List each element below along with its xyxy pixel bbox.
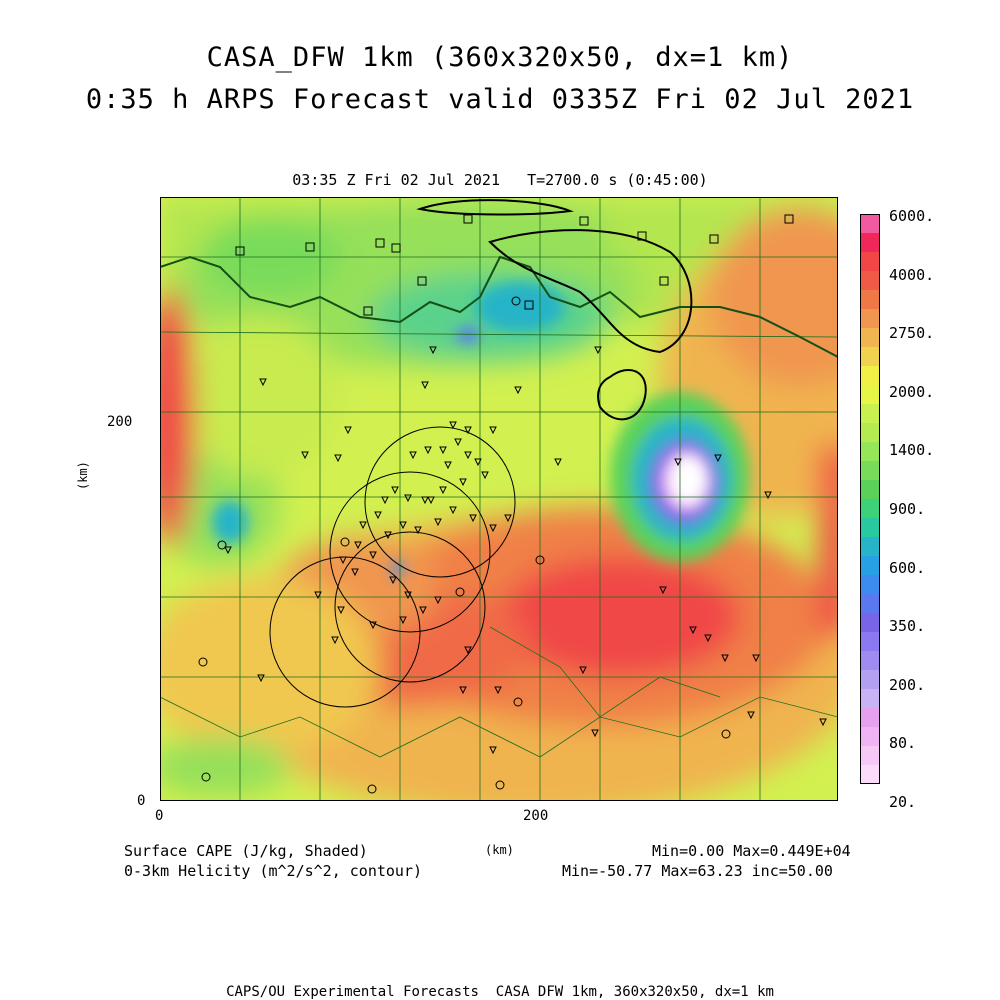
y-axis-label: (km) [76,461,90,490]
colorbar-cell [860,271,880,291]
colorbar-cell [860,670,880,690]
colorbar-cell [860,575,880,595]
colorbar-cell [860,480,880,500]
y-tick-0: 0 [137,793,146,809]
colorbar-label: 20. [889,793,917,811]
colorbar-cell [860,632,880,652]
colorbar-cell [860,385,880,405]
x-tick-200: 200 [523,808,549,824]
colorbar-label: 350. [889,617,926,636]
y-tick-200: 200 [107,414,133,430]
cape-map-plot [160,197,838,801]
valid-time-subtitle: 03:35 Z Fri 02 Jul 2021 T=2700.0 s (0:45… [292,171,708,189]
x-tick-0: 0 [155,808,164,824]
colorbar-label: 200. [889,675,926,694]
colorbar-cell [860,347,880,367]
colorbar-cell [860,423,880,443]
colorbar-cell [860,765,880,784]
colorbar-cell [860,404,880,424]
cape-colorbar [860,214,880,784]
colorbar-cell [860,651,880,671]
colorbar-cell [860,518,880,538]
shaded-minmax-note: Min=0.00 Max=0.449E+04 [652,842,851,860]
cape-shading [160,197,838,801]
colorbar-cell [860,214,880,234]
colorbar-cell [860,689,880,709]
colorbar-label: 6000. [889,207,935,225]
plot-frame [160,197,838,801]
colorbar-cell [860,309,880,329]
colorbar-cell [860,746,880,766]
footer-credit: CAPS/OU Experimental Forecasts CASA DFW … [226,984,774,1000]
colorbar-cell [860,252,880,272]
colorbar-cell [860,727,880,747]
shaded-field-note: Surface CAPE (J/kg, Shaded) [124,842,368,860]
colorbar-label: 1400. [889,441,935,460]
colorbar-cell [860,613,880,633]
colorbar-cell [860,442,880,462]
colorbar-label: 80. [889,734,917,753]
colorbar-label: 600. [889,558,926,577]
helicity-contours [416,199,693,421]
chart-title-line2: 0:35 h ARPS Forecast valid 0335Z Fri 02 … [85,84,915,115]
colorbar-cell [860,461,880,481]
colorbar-cell [860,233,880,253]
colorbar-cell [860,537,880,557]
colorbar-cell [860,708,880,728]
colorbar-label: 900. [889,500,926,518]
colorbar-cell [860,556,880,576]
colorbar-cell [860,290,880,310]
contour-field-note: 0-3km Helicity (m^2/s^2, contour) [124,862,423,880]
colorbar-cell [860,499,880,519]
sounding-markers [224,346,827,755]
contour-minmax-note: Min=-50.77 Max=63.23 inc=50.00 [562,862,833,880]
state-border [160,255,838,358]
x-axis-label: (km) [485,843,514,857]
colorbar-cell [860,366,880,386]
colorbar-label: 4000. [889,265,935,284]
colorbar-cell [860,594,880,614]
station-markers [198,214,794,794]
colorbar-label: 2000. [889,382,935,401]
colorbar-label: 2750. [889,324,935,343]
chart-title-line1: CASA_DFW 1km (360x320x50, dx=1 km) [206,42,794,73]
colorbar-cell [860,328,880,348]
